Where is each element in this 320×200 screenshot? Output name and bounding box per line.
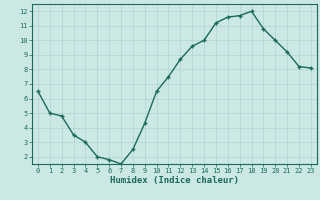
X-axis label: Humidex (Indice chaleur): Humidex (Indice chaleur): [110, 176, 239, 185]
